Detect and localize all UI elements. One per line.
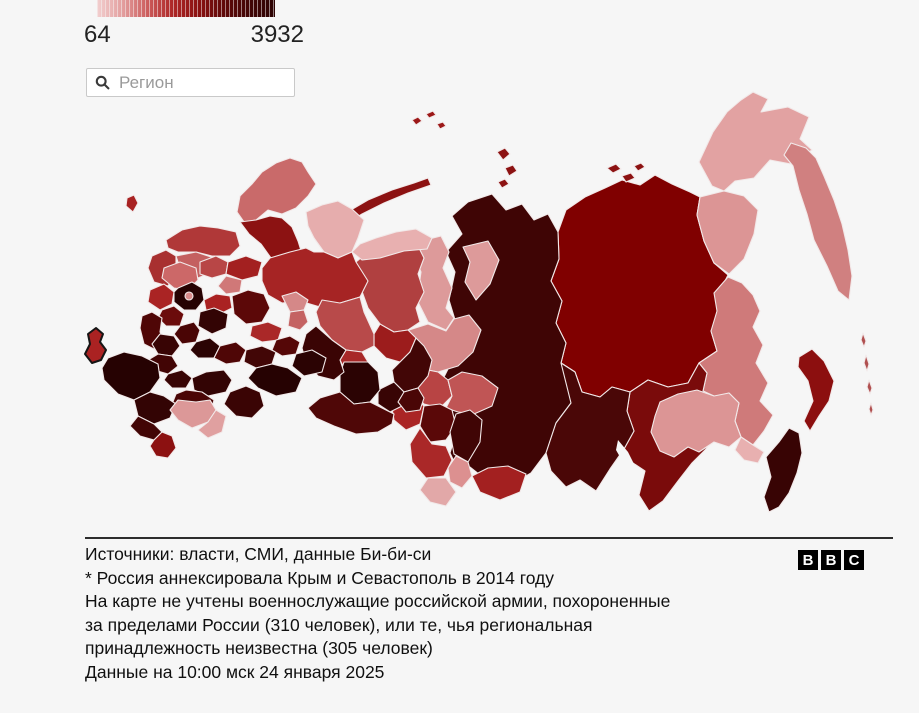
region-altai-krai[interactable] bbox=[409, 427, 453, 479]
region-nizhny-novgorod[interactable] bbox=[231, 289, 271, 325]
region-mari-el[interactable] bbox=[281, 291, 309, 313]
region-yamal-east[interactable] bbox=[462, 240, 500, 301]
bbc-logo-letter-b1: B bbox=[798, 550, 818, 570]
region-primorye[interactable] bbox=[763, 427, 803, 513]
region-nenets[interactable] bbox=[351, 228, 433, 261]
region-ryazan[interactable] bbox=[197, 307, 229, 335]
region-saratov[interactable] bbox=[247, 363, 303, 397]
region-crimea[interactable] bbox=[84, 327, 107, 364]
region-search-box[interactable] bbox=[86, 68, 295, 97]
region-astrakhan[interactable] bbox=[197, 409, 227, 439]
legend-max-value: 3932 bbox=[250, 21, 304, 48]
region-orenburg[interactable] bbox=[307, 391, 395, 435]
region-kamchatka[interactable] bbox=[783, 142, 853, 301]
bbc-logo-letter-b2: B bbox=[821, 550, 841, 570]
region-arkhangelsk-coast[interactable] bbox=[305, 200, 365, 259]
footer-divider bbox=[85, 537, 893, 539]
region-jewish-ao[interactable] bbox=[734, 436, 765, 464]
region-chukotka[interactable] bbox=[698, 91, 813, 192]
footer-line-note-2: за пределами России (310 человек), или т… bbox=[85, 614, 593, 635]
region-kemerovo[interactable] bbox=[449, 409, 483, 463]
region-sakhalin[interactable] bbox=[797, 348, 835, 432]
region-samara[interactable] bbox=[291, 349, 327, 377]
region-dagestan[interactable] bbox=[149, 431, 177, 459]
region-mordovia[interactable] bbox=[249, 321, 283, 343]
bbc-logo: B B C bbox=[798, 550, 864, 570]
region-kuril-islands[interactable] bbox=[860, 332, 874, 416]
legend-gradient-stripes bbox=[97, 0, 275, 17]
region-sverdlovsk[interactable] bbox=[391, 337, 433, 393]
region-magadan[interactable] bbox=[696, 190, 759, 275]
footer-line-sources: Источники: власти, СМИ, данные Би-би-си bbox=[85, 544, 432, 564]
region-belgorod[interactable] bbox=[163, 369, 193, 389]
region-volgograd[interactable] bbox=[223, 385, 265, 419]
region-tuva[interactable] bbox=[471, 465, 527, 501]
region-khakassia[interactable] bbox=[447, 455, 473, 489]
region-vologda-arkhangelsk[interactable] bbox=[261, 247, 369, 308]
region-franz-josef-land[interactable] bbox=[411, 110, 447, 130]
region-smolensk[interactable] bbox=[147, 283, 175, 311]
region-leningrad[interactable] bbox=[165, 225, 241, 257]
footer-line-note-3: принадлежность неизвестна (305 человек) bbox=[85, 638, 433, 659]
region-moscow-city[interactable] bbox=[184, 291, 194, 301]
legend-min-value: 64 bbox=[84, 21, 111, 48]
bbc-logo-letter-c: C bbox=[844, 550, 864, 570]
region-chuvashia[interactable] bbox=[287, 309, 309, 331]
footer-line-note-1: На карте не учтены военнослужащие россий… bbox=[85, 591, 671, 612]
legend-gradient bbox=[97, 0, 275, 17]
region-severnaya-zemlya[interactable] bbox=[496, 147, 518, 189]
region-ivanovo[interactable] bbox=[217, 275, 243, 295]
footer-line-data-date: Данные на 10:00 мск 24 января 2025 bbox=[85, 661, 385, 682]
search-icon bbox=[95, 75, 110, 90]
region-kostroma[interactable] bbox=[225, 255, 263, 281]
region-kurgan[interactable] bbox=[397, 387, 425, 413]
region-amur[interactable] bbox=[650, 389, 742, 458]
region-irkutsk[interactable] bbox=[545, 362, 635, 492]
russia-choropleth-map bbox=[84, 91, 874, 513]
legend-labels: 64 3932 bbox=[84, 21, 304, 49]
region-new-siberian-islands[interactable] bbox=[606, 162, 646, 183]
lake-baikal bbox=[616, 440, 640, 484]
region-search-input[interactable] bbox=[117, 71, 286, 94]
region-kaliningrad[interactable] bbox=[125, 194, 139, 213]
region-altai-republic[interactable] bbox=[419, 477, 457, 507]
footer-notes: Источники: власти, СМИ, данные Би-би-си … bbox=[85, 543, 805, 685]
region-murmansk[interactable] bbox=[236, 157, 317, 223]
footer-line-crimea-note: * Россия аннексировала Крым и Севастопол… bbox=[85, 567, 555, 588]
region-tambov[interactable] bbox=[213, 341, 247, 365]
